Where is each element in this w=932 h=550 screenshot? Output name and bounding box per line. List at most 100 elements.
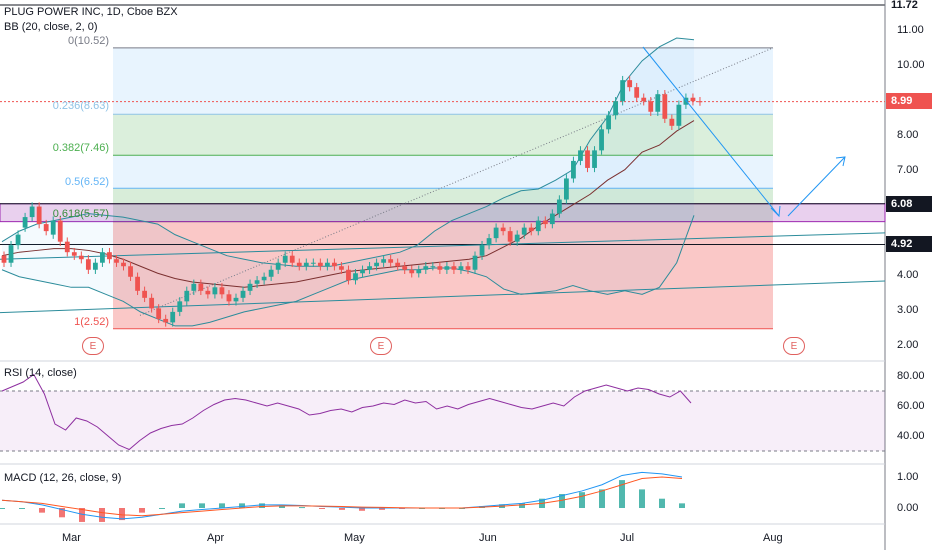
candle xyxy=(226,294,232,302)
macd-histogram-bar xyxy=(659,498,665,508)
macd-histogram-bar xyxy=(99,508,105,522)
time-axis-tick: Apr xyxy=(207,532,225,544)
fib-zone xyxy=(113,155,773,189)
macd-histogram-bar xyxy=(199,503,205,508)
candle xyxy=(8,245,14,263)
rsi-axis-tick: 80.00 xyxy=(897,370,925,382)
candle xyxy=(514,234,520,242)
candle xyxy=(71,252,77,256)
macd-histogram-bar xyxy=(119,508,125,521)
macd-histogram-bar xyxy=(319,508,325,509)
candle xyxy=(437,266,443,270)
macd-histogram-bar xyxy=(19,508,25,509)
macd-line xyxy=(1,471,683,520)
candle xyxy=(549,213,555,225)
macd-histogram-bar xyxy=(639,489,645,508)
time-axis-tick: Jul xyxy=(620,532,635,544)
macd-histogram-bar xyxy=(619,480,625,508)
candle xyxy=(92,262,98,270)
macd-histogram-bar xyxy=(519,503,525,508)
candle xyxy=(381,259,387,263)
candle xyxy=(107,252,112,260)
earnings-marker[interactable]: E xyxy=(783,337,805,355)
candle xyxy=(627,80,633,88)
candle xyxy=(697,101,703,103)
candle xyxy=(353,273,358,281)
candle xyxy=(268,269,274,277)
fib-label-0382: 0.382(7.46) xyxy=(52,142,109,154)
candle xyxy=(317,262,323,267)
price-axis-tick: 7.00 xyxy=(897,164,919,176)
candle xyxy=(332,262,337,267)
macd-histogram-bar xyxy=(79,508,85,522)
candle xyxy=(240,290,246,298)
earnings-marker[interactable]: E xyxy=(370,337,392,355)
candle xyxy=(114,259,119,263)
candle xyxy=(542,220,548,225)
time-axis-tick: Aug xyxy=(763,532,783,544)
arrow-head xyxy=(835,156,846,167)
candle xyxy=(444,266,450,270)
candle xyxy=(135,276,140,291)
candle xyxy=(29,206,35,218)
macd-histogram-bar xyxy=(39,508,45,513)
candle xyxy=(374,262,379,267)
candle xyxy=(142,290,147,298)
fib-label-1: 1(2.52) xyxy=(74,316,109,328)
candle xyxy=(15,234,21,246)
price-tag-last: 8.99 xyxy=(886,93,932,109)
rsi-axis-tick: 40.00 xyxy=(897,430,925,442)
candle xyxy=(479,245,485,256)
candle xyxy=(676,104,682,126)
macd-histogram-bar xyxy=(339,508,345,510)
bb-indicator-label: BB (20, close, 2, 0) xyxy=(4,21,98,33)
macd-histogram-bar xyxy=(259,503,265,508)
candle xyxy=(521,227,527,235)
candle xyxy=(535,220,541,232)
candle xyxy=(648,101,654,112)
fib-zone xyxy=(113,114,773,156)
earnings-marker[interactable]: E xyxy=(82,337,104,355)
candle xyxy=(613,101,619,116)
candle xyxy=(177,301,183,312)
candle xyxy=(205,290,211,295)
candle xyxy=(430,266,436,268)
rsi-axis-tick: 60.00 xyxy=(897,400,925,412)
price-axis-tick: 8.00 xyxy=(897,129,919,141)
candle xyxy=(395,262,401,267)
bb-fill xyxy=(2,38,694,326)
price-tag-high: 11.72 xyxy=(886,0,932,13)
price-axis-tick: 2.00 xyxy=(897,339,919,351)
candle xyxy=(128,266,133,277)
candle xyxy=(50,220,56,235)
candle xyxy=(507,231,513,242)
candle xyxy=(275,262,281,270)
time-axis-tick: Jun xyxy=(479,532,497,544)
candle xyxy=(219,287,225,295)
candle xyxy=(571,160,576,179)
candle xyxy=(170,311,176,323)
candle xyxy=(212,287,218,295)
macd-axis-tick: 1.00 xyxy=(897,471,919,483)
rsi-line xyxy=(1,373,692,451)
candle xyxy=(655,94,661,112)
time-axis-tick: Mar xyxy=(62,532,81,544)
candle xyxy=(247,283,253,291)
candle xyxy=(416,269,422,274)
price-tag-support: 4.92 xyxy=(886,236,932,252)
macd-histogram-bar xyxy=(379,508,385,510)
candle xyxy=(458,266,464,270)
trendline-lower xyxy=(0,280,886,314)
candle xyxy=(191,283,197,291)
candle xyxy=(310,262,316,264)
candle xyxy=(486,238,492,246)
price-axis-tick: 4.00 xyxy=(897,269,919,281)
candle xyxy=(634,87,640,98)
chart-title: PLUG POWER INC, 1D, Cboe BZX xyxy=(4,6,178,18)
candle xyxy=(620,80,626,102)
macd-histogram-bar xyxy=(599,489,605,508)
candle xyxy=(472,255,478,270)
candle xyxy=(585,150,590,168)
candle xyxy=(662,94,668,119)
